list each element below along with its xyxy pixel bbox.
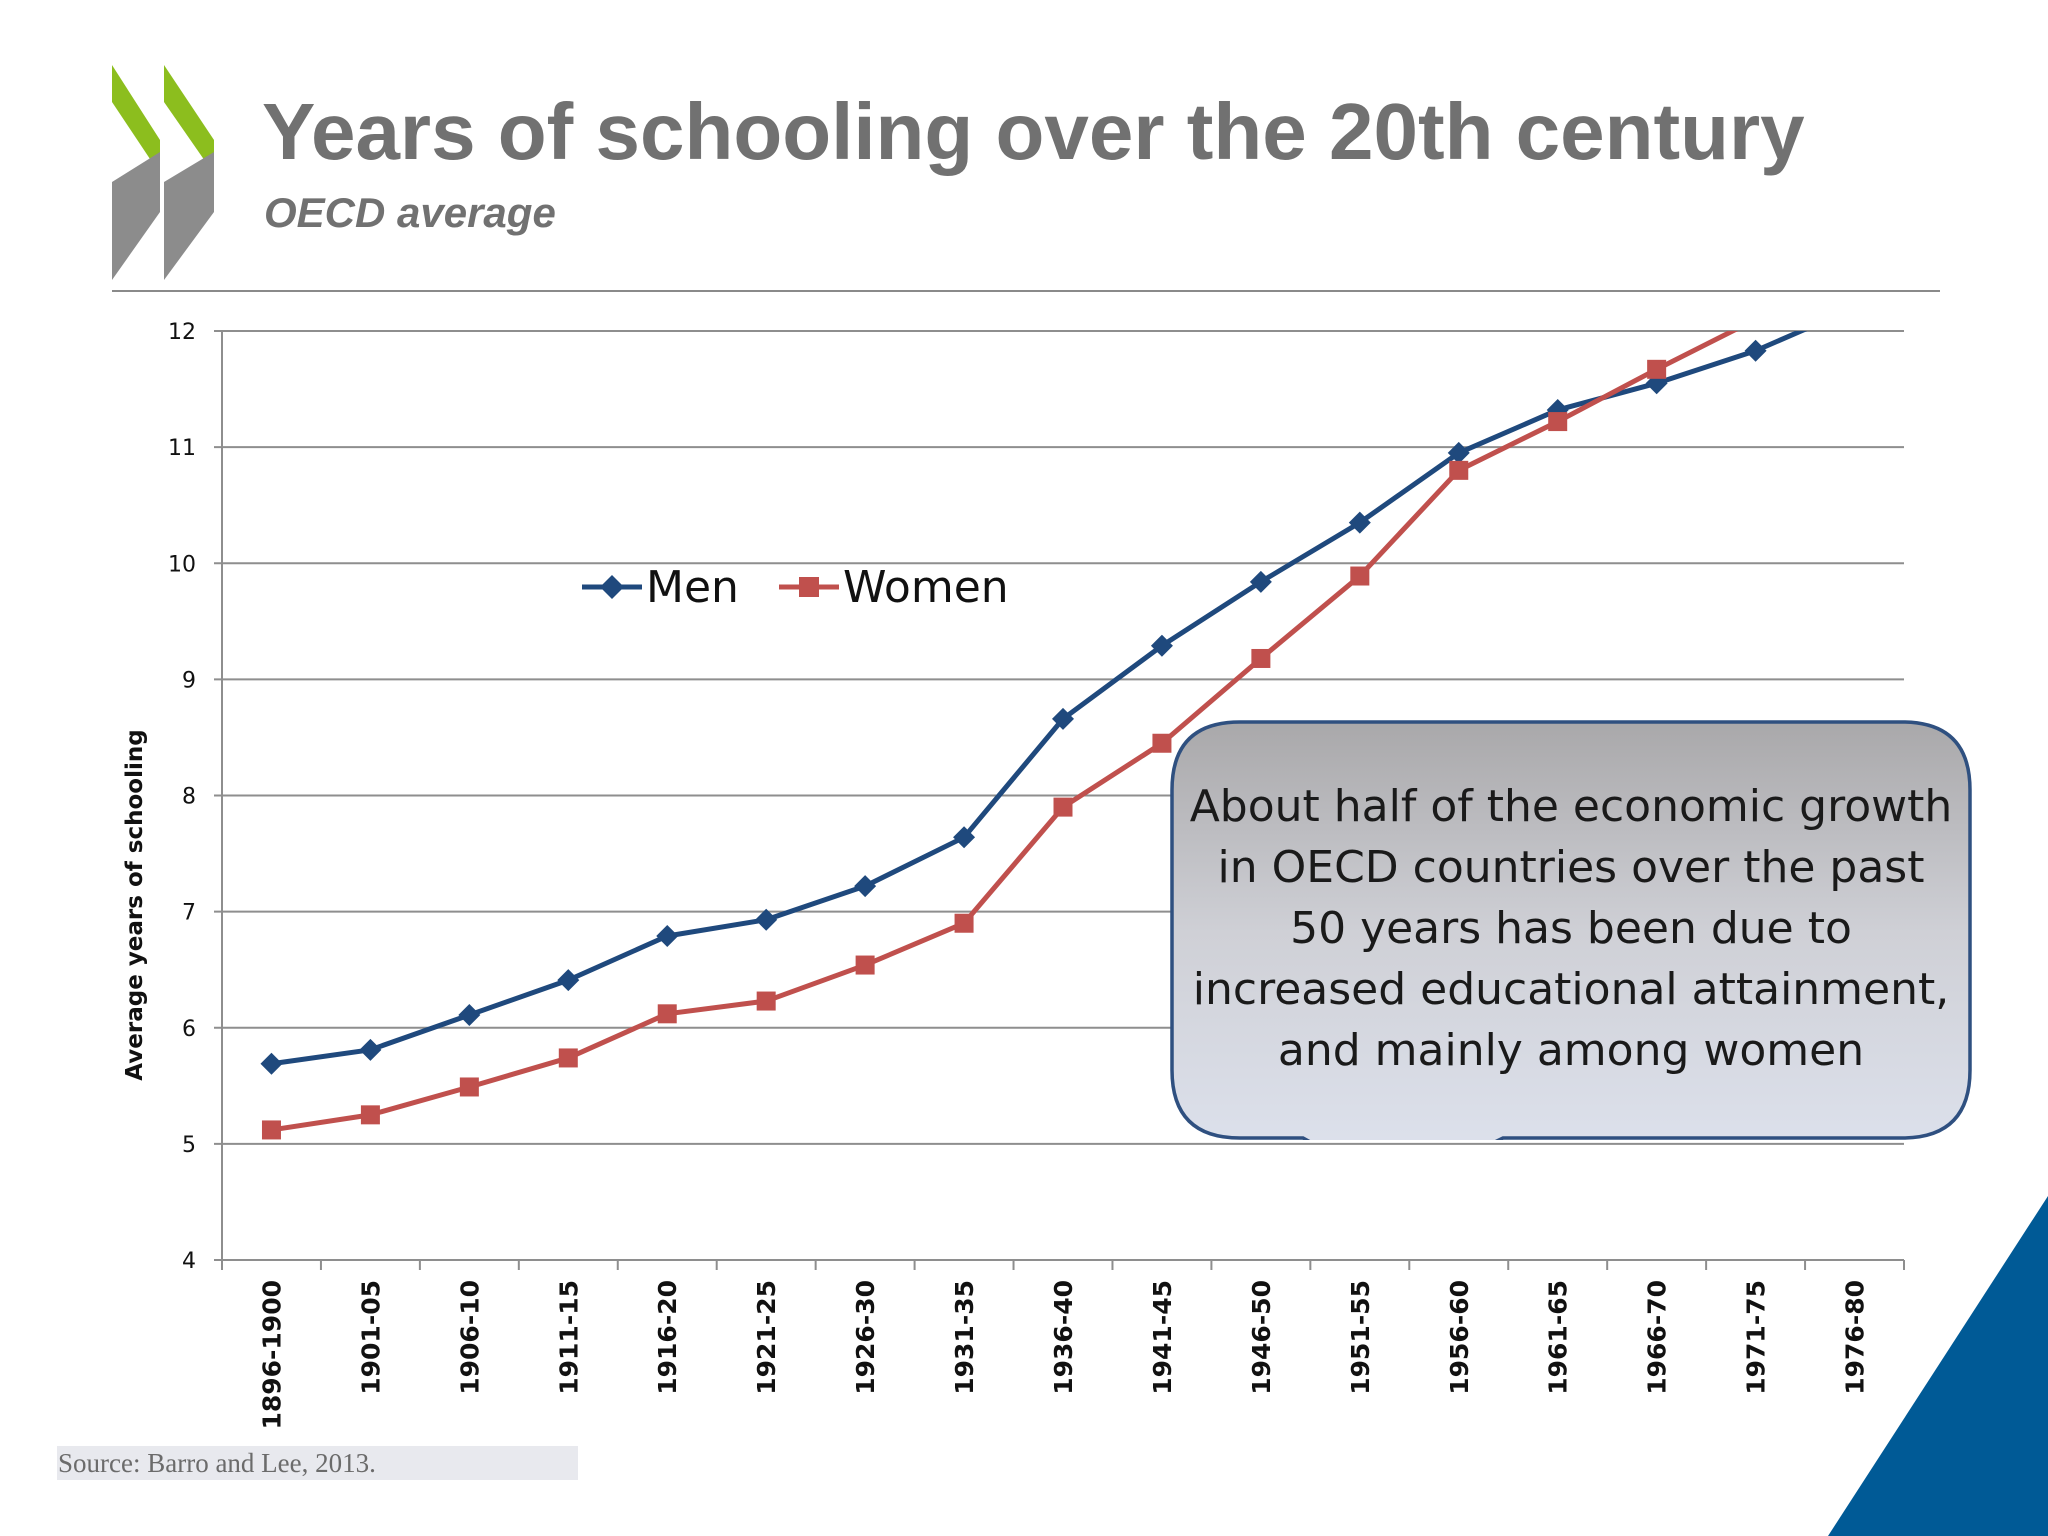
x-tick-label-11: 1951-55 (1346, 1280, 1375, 1395)
x-tick-label-14: 1966-70 (1643, 1280, 1672, 1395)
x-tick-label-5: 1921-25 (752, 1280, 781, 1395)
y-axis-title: Average years of schooling (122, 729, 148, 1080)
point-women-3 (558, 1048, 578, 1068)
x-tick-label-12: 1956-60 (1445, 1280, 1474, 1395)
x-tick-label-10: 1946-50 (1247, 1280, 1276, 1395)
point-women-15 (1746, 310, 1765, 329)
point-women-14 (1647, 359, 1667, 379)
callout-text: About half of the economic growth in OEC… (1189, 781, 1953, 1076)
x-tick-label-16: 1976-80 (1841, 1280, 1870, 1395)
slide-subtitle: OECD average (264, 189, 556, 236)
logo-chevron-left-green (112, 65, 160, 174)
point-women-10 (1251, 648, 1271, 668)
point-men-1 (359, 1038, 382, 1061)
logo-chevron-left-gray (112, 152, 160, 280)
x-tick-label-7: 1931-35 (950, 1280, 979, 1395)
point-women-4 (657, 1004, 677, 1024)
point-women-16 (1845, 263, 1864, 282)
y-tick-label-7: 11 (168, 436, 196, 461)
x-tick-label-15: 1971-75 (1742, 1280, 1771, 1395)
point-men-4 (656, 925, 679, 948)
point-men-15 (1744, 339, 1767, 362)
point-men-8 (1052, 707, 1074, 730)
legend-label-men: Men (646, 562, 739, 613)
x-tick-label-3: 1911-15 (554, 1280, 583, 1395)
legend-item-women: Women (779, 562, 1009, 613)
chart-legend: Men Women (582, 562, 1009, 613)
point-men-2 (458, 1003, 481, 1026)
x-tick-label-8: 1936-40 (1049, 1280, 1078, 1395)
point-women-12 (1449, 460, 1469, 480)
x-tick-label-0: 1896-1900 (257, 1280, 286, 1430)
y-axis-ticks: 4 5 6 7 8 9 10 11 12 (168, 320, 222, 1274)
point-women-2 (459, 1077, 479, 1097)
point-men-5 (755, 908, 778, 931)
x-tick-label-6: 1926-30 (851, 1280, 880, 1395)
point-women-9 (1152, 733, 1172, 753)
logo-chevron-right-green (164, 65, 214, 174)
legend-marker-men (600, 575, 624, 599)
y-tick-label-0: 4 (182, 1249, 196, 1274)
corner-decoration (1828, 1196, 2048, 1536)
point-men-11 (1348, 511, 1371, 534)
y-tick-label-6: 10 (168, 552, 196, 577)
point-men-0 (260, 1052, 283, 1075)
y-tick-label-2: 6 (182, 1017, 196, 1042)
legend-label-women: Women (843, 562, 1009, 613)
point-women-11 (1350, 566, 1370, 586)
x-tick-label-2: 1906-10 (455, 1280, 484, 1395)
point-women-13 (1548, 412, 1568, 432)
title-divider (112, 290, 1940, 292)
x-tick-label-13: 1961-65 (1544, 1280, 1573, 1395)
point-men-10 (1249, 570, 1272, 593)
point-women-6 (855, 955, 875, 975)
point-women-0 (261, 1120, 281, 1140)
point-men-9 (1150, 634, 1173, 657)
point-women-7 (954, 913, 974, 933)
x-tick-label-1: 1901-05 (356, 1280, 385, 1395)
x-tick-label-4: 1916-20 (653, 1280, 682, 1395)
x-axis-ticks: 1896-1900 1901-05 1906-10 1911-15 1916-20 192… (221, 1260, 1905, 1430)
chart-series (260, 263, 1866, 1140)
legend-marker-women (799, 577, 819, 597)
point-men-6 (854, 875, 877, 898)
oecd-logo (112, 65, 214, 280)
y-tick-label-4: 8 (182, 785, 196, 810)
logo-chevron-right-gray (164, 152, 214, 280)
point-men-3 (557, 969, 580, 992)
legend-item-men: Men (582, 562, 739, 613)
callout-bubble (1170, 720, 1972, 1140)
source-note: Source: Barro and Lee, 2013. (57, 1446, 578, 1480)
point-women-1 (360, 1105, 380, 1125)
y-tick-label-3: 7 (182, 901, 196, 926)
point-men-16 (1844, 297, 1866, 319)
series-women (261, 263, 1864, 1140)
y-tick-label-5: 9 (182, 668, 196, 693)
point-men-12 (1447, 441, 1470, 464)
x-tick-label-9: 1941-45 (1148, 1280, 1177, 1395)
point-men-7 (953, 826, 976, 849)
y-tick-label-8: 12 (168, 320, 196, 345)
point-women-5 (756, 991, 776, 1011)
point-women-8 (1053, 797, 1073, 817)
y-tick-label-1: 5 (182, 1133, 196, 1158)
slide-title: Years of schooling over the 20th century (262, 87, 1805, 176)
